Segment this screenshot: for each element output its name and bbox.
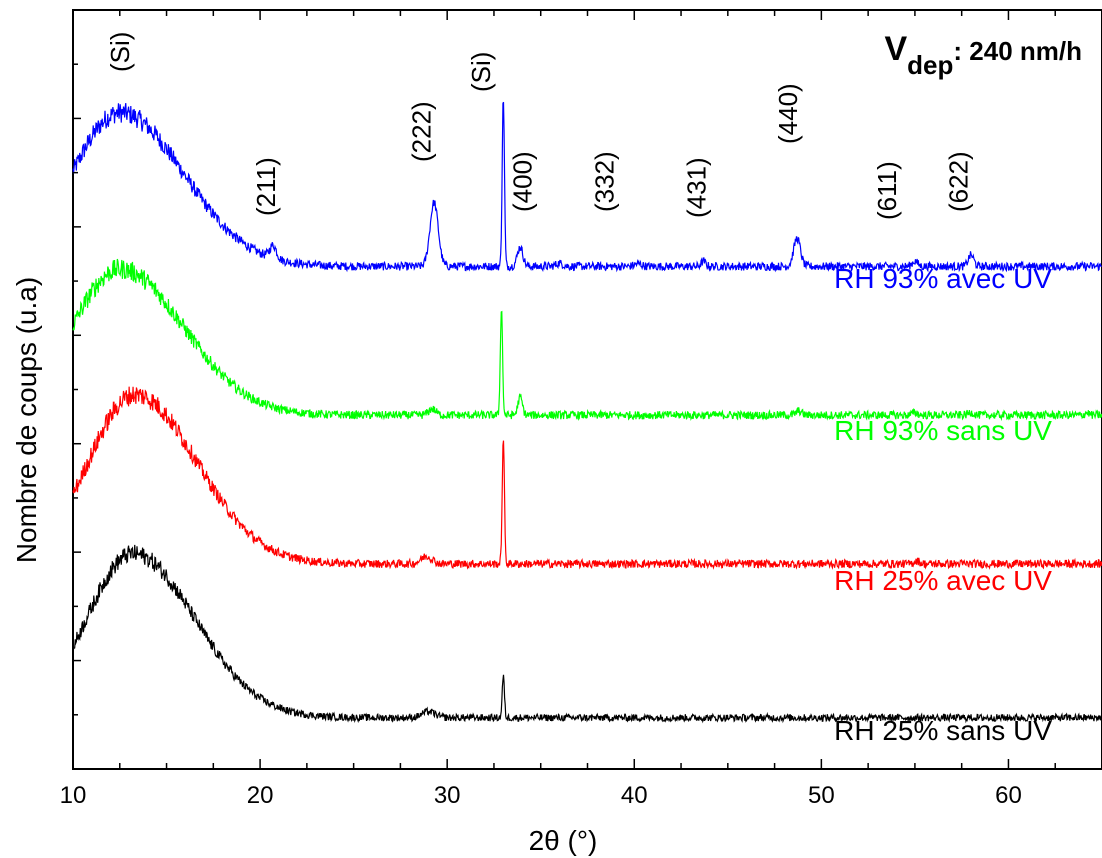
x-tick-label: 60 [995,782,1022,809]
series-line-3 [72,544,1102,724]
series-line-1 [72,258,1102,422]
title-main: V [884,30,907,68]
peak-label: (400) [507,151,537,212]
series-line-2 [72,386,1102,570]
series-line-0 [72,101,1102,273]
chart-title: Vdep: 240 nm/h [884,30,1082,80]
peak-label: (332) [590,151,620,212]
series-labels: RH 93% avec UV RH 93% sans UV RH 25% avec … [834,263,1052,746]
x-tick-label: 10 [60,782,87,809]
x-tick-label: 40 [621,782,648,809]
peak-label: (Si) [105,32,135,72]
y-axis-title: Nombre de coups (u.a) [11,277,42,563]
x-tick-label: 50 [808,782,835,809]
peak-label: (211) [251,157,281,216]
x-axis-ticks: 10 20 30 40 50 60 [60,10,1102,809]
x-axis-title: 2θ (°) [529,825,598,856]
title-subscript: dep [907,50,953,80]
peak-label: (611) [872,161,902,220]
peak-label: (222) [406,101,436,162]
peak-labels: (Si) (211) (222) (Si) (400) (332) (431) (440) (6… [105,32,973,220]
peak-label: (440) [773,83,803,144]
peak-label: (622) [943,151,973,212]
x-tick-label: 20 [247,782,274,809]
peak-label: (431) [681,157,711,218]
series-label-3: RH 25% sans UV [834,715,1052,746]
series-layer [72,101,1102,724]
series-label-1: RH 93% sans UV [834,415,1052,446]
plot-frame [72,9,1102,770]
series-label-0: RH 93% avec UV [834,263,1052,294]
x-tick-label: 30 [434,782,461,809]
title-rest: : 240 nm/h [953,36,1082,66]
y-axis-ticks [73,9,81,770]
series-label-2: RH 25% avec UV [834,565,1052,596]
peak-label: (Si) [466,52,496,92]
